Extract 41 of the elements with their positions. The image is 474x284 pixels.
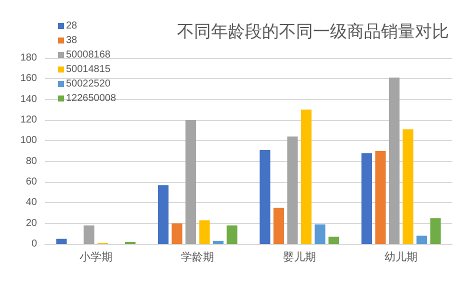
bar [185, 120, 196, 244]
bar [273, 208, 284, 244]
y-tick-label: 180 [20, 52, 38, 64]
x-tick-label: 幼儿期 [384, 250, 418, 264]
y-tick-label: 40 [26, 197, 38, 208]
bar [375, 151, 386, 244]
y-tick-label: 120 [20, 114, 38, 126]
bar [199, 220, 210, 244]
bar [314, 224, 326, 244]
bar [430, 218, 441, 244]
legend-label: 38 [66, 35, 78, 46]
legend-label: 50014815 [66, 64, 111, 75]
legend-label: 122650008 [66, 93, 116, 104]
bar [402, 129, 414, 244]
bar [226, 225, 238, 244]
legend-label: 50008168 [66, 50, 111, 60]
bar [287, 136, 298, 244]
bar [300, 110, 312, 244]
x-tick-label: 小学期 [79, 250, 112, 264]
x-tick-label: 学龄期 [181, 252, 214, 264]
bar [158, 185, 169, 244]
bar [416, 236, 428, 244]
y-tick-label: 20 [26, 218, 38, 229]
bar [212, 240, 224, 244]
y-tick-label: 60 [26, 176, 38, 188]
legend-label: 28 [66, 20, 78, 32]
y-tick-label: 140 [20, 94, 38, 105]
bar [328, 236, 340, 244]
bar [388, 78, 400, 244]
legend-label: 50022520 [66, 78, 111, 90]
bar [84, 225, 94, 244]
y-tick-label: 160 [20, 73, 38, 84]
bar [56, 238, 67, 244]
y-tick-label: 100 [20, 135, 38, 146]
y-tick-label: 0 [31, 238, 38, 250]
bar [260, 150, 270, 244]
bar [172, 223, 182, 244]
bar [361, 153, 372, 244]
x-tick-label: 婴儿期 [282, 250, 316, 264]
chart-title: 不同年龄段的不同一级商品销量对比 [177, 22, 449, 41]
y-tick-label: 80 [26, 156, 38, 167]
